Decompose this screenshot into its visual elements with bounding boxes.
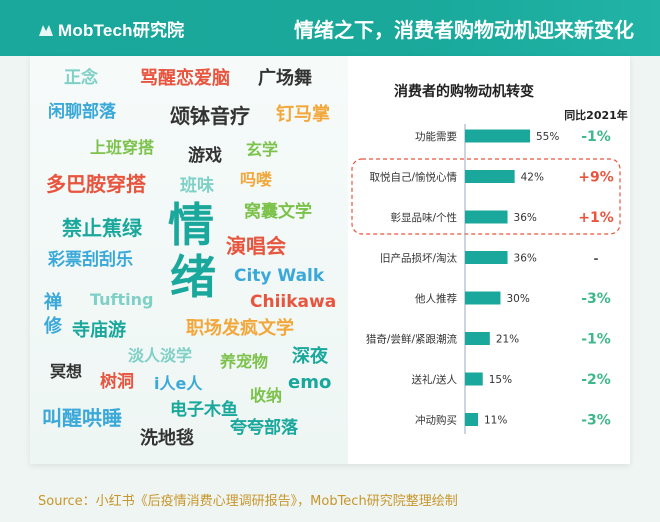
category-label: 送礼/送人 bbox=[411, 373, 457, 386]
category-label: 功能需要 bbox=[415, 130, 457, 143]
yoy-label: -1% bbox=[581, 332, 611, 348]
cloud-word: 班味 bbox=[180, 176, 214, 196]
cloud-word: 彩票刮刮乐 bbox=[48, 250, 133, 270]
cloud-word: 正念 bbox=[64, 68, 98, 88]
cloud-word: 演唱会 bbox=[226, 234, 286, 258]
logo-icon bbox=[39, 25, 53, 36]
value-label: 15% bbox=[489, 374, 512, 386]
category-label: 他人推荐 bbox=[415, 292, 457, 305]
cloud-word: 收纳 bbox=[250, 386, 283, 405]
logo: MobTech研究院 bbox=[38, 16, 184, 41]
value-label: 55% bbox=[536, 131, 559, 143]
cloud-word: 多巴胺穿搭 bbox=[46, 172, 146, 196]
cloud-word: 钉马掌 bbox=[276, 104, 330, 125]
cloud-word: 闲聊部落 bbox=[48, 102, 116, 122]
cloud-word: 吗喽 bbox=[240, 170, 273, 189]
value-label: 30% bbox=[506, 293, 529, 305]
category-label: 猎奇/尝鲜/紧跟潮流 bbox=[366, 333, 458, 346]
value-label: 11% bbox=[484, 415, 507, 427]
cloud-word: emo bbox=[288, 372, 332, 393]
cloud-word: i人e人 bbox=[154, 374, 203, 393]
yoy-label: +9% bbox=[578, 170, 614, 186]
yoy-label: +1% bbox=[578, 210, 614, 226]
yoy-label: -3% bbox=[581, 413, 611, 429]
cloud-word: 深夜 bbox=[292, 346, 328, 367]
cloud-word: 玄学 bbox=[246, 140, 279, 159]
cloud-word: 修 bbox=[44, 316, 62, 337]
cloud-word: 淡人淡学 bbox=[128, 346, 193, 365]
category-label: 彰显品味/个性 bbox=[390, 211, 457, 224]
category-label: 取悦自己/愉悦心情 bbox=[369, 171, 457, 184]
cloud-word: Chiikawa bbox=[250, 292, 337, 312]
page-title: 情绪之下，消费者购物动机迎来新变化 bbox=[294, 18, 634, 42]
bar bbox=[465, 251, 508, 264]
cloud-word: 树洞 bbox=[100, 372, 134, 392]
highlight-box bbox=[351, 158, 621, 235]
cloud-word: Tufting bbox=[90, 290, 154, 309]
cloud-word: 窝囊文学 bbox=[244, 202, 312, 222]
category-label: 冲动购买 bbox=[415, 414, 457, 427]
yoy-label: -1% bbox=[581, 129, 611, 145]
bar bbox=[465, 210, 508, 224]
cloud-word: 颂钵音疗 bbox=[170, 104, 250, 128]
yoy-label: -2% bbox=[581, 372, 611, 388]
cloud-word: 寺庙游 bbox=[72, 320, 126, 341]
value-label: 36% bbox=[514, 253, 537, 265]
cloud-word: 禁止蕉绿 bbox=[62, 216, 142, 240]
cloud-word: City Walk bbox=[234, 266, 325, 286]
chart-title: 消费者的购物动机转变 bbox=[394, 83, 534, 100]
source-note: Source：小红书《后疫情消费心理调研报告》，MobTech研究院整理绘制 bbox=[38, 494, 458, 509]
cloud-word: 绪 bbox=[170, 250, 216, 304]
cloud-word: 上班穿搭 bbox=[90, 138, 155, 157]
comparison-header: 同比2021年 bbox=[564, 108, 628, 122]
cloud-word: 夸夸部落 bbox=[230, 418, 298, 438]
cloud-word: 情 bbox=[168, 198, 214, 252]
bar bbox=[465, 170, 515, 183]
value-label: 42% bbox=[521, 172, 544, 184]
cloud-word: 电子木鱼 bbox=[170, 400, 238, 420]
bar bbox=[465, 129, 530, 143]
logo-text: MobTech研究院 bbox=[58, 21, 185, 40]
cloud-word: 养宠物 bbox=[220, 352, 269, 371]
cloud-word: 骂醒恋爱脑 bbox=[140, 68, 230, 89]
cloud-word: 广场舞 bbox=[258, 68, 312, 89]
bar bbox=[465, 413, 478, 426]
cloud-word: 洗地毯 bbox=[140, 428, 194, 449]
yoy-label: - bbox=[594, 252, 599, 266]
cloud-word: 叫醒哄睡 bbox=[42, 406, 122, 430]
cloud-word: 冥想 bbox=[50, 362, 83, 381]
value-label: 36% bbox=[514, 212, 537, 224]
word-cloud-panel: 正念 骂醒恋爱脑 广场舞闲聊部落 颂钵音疗 钉马掌上班穿搭 游戏 玄学多巴胺穿搭 班味 吗喽禁止… bbox=[30, 56, 348, 464]
bar bbox=[465, 332, 490, 345]
cloud-word: 职场发疯文学 bbox=[186, 318, 294, 339]
cloud-word: 禅 bbox=[44, 292, 62, 313]
bar bbox=[465, 291, 501, 305]
category-label: 旧产品损坏/淘汰 bbox=[380, 252, 458, 265]
cloud-word: 游戏 bbox=[188, 146, 222, 166]
value-label: 21% bbox=[496, 334, 519, 346]
yoy-label: -3% bbox=[581, 291, 611, 307]
word-cloud: 正念 骂醒恋爱脑 广场舞闲聊部落 颂钵音疗 钉马掌上班穿搭 游戏 玄学多巴胺穿搭 班味 吗喽禁止… bbox=[30, 56, 348, 464]
header-bar: MobTech研究院 情绪之下，消费者购物动机迎来新变化 bbox=[0, 0, 660, 56]
bar bbox=[465, 372, 483, 386]
